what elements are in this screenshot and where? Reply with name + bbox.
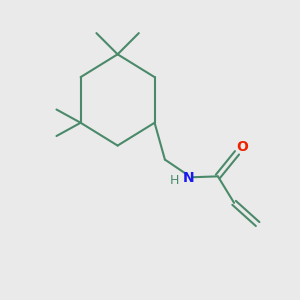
Text: O: O	[236, 140, 248, 154]
Text: H: H	[170, 174, 180, 187]
Text: N: N	[183, 171, 194, 185]
